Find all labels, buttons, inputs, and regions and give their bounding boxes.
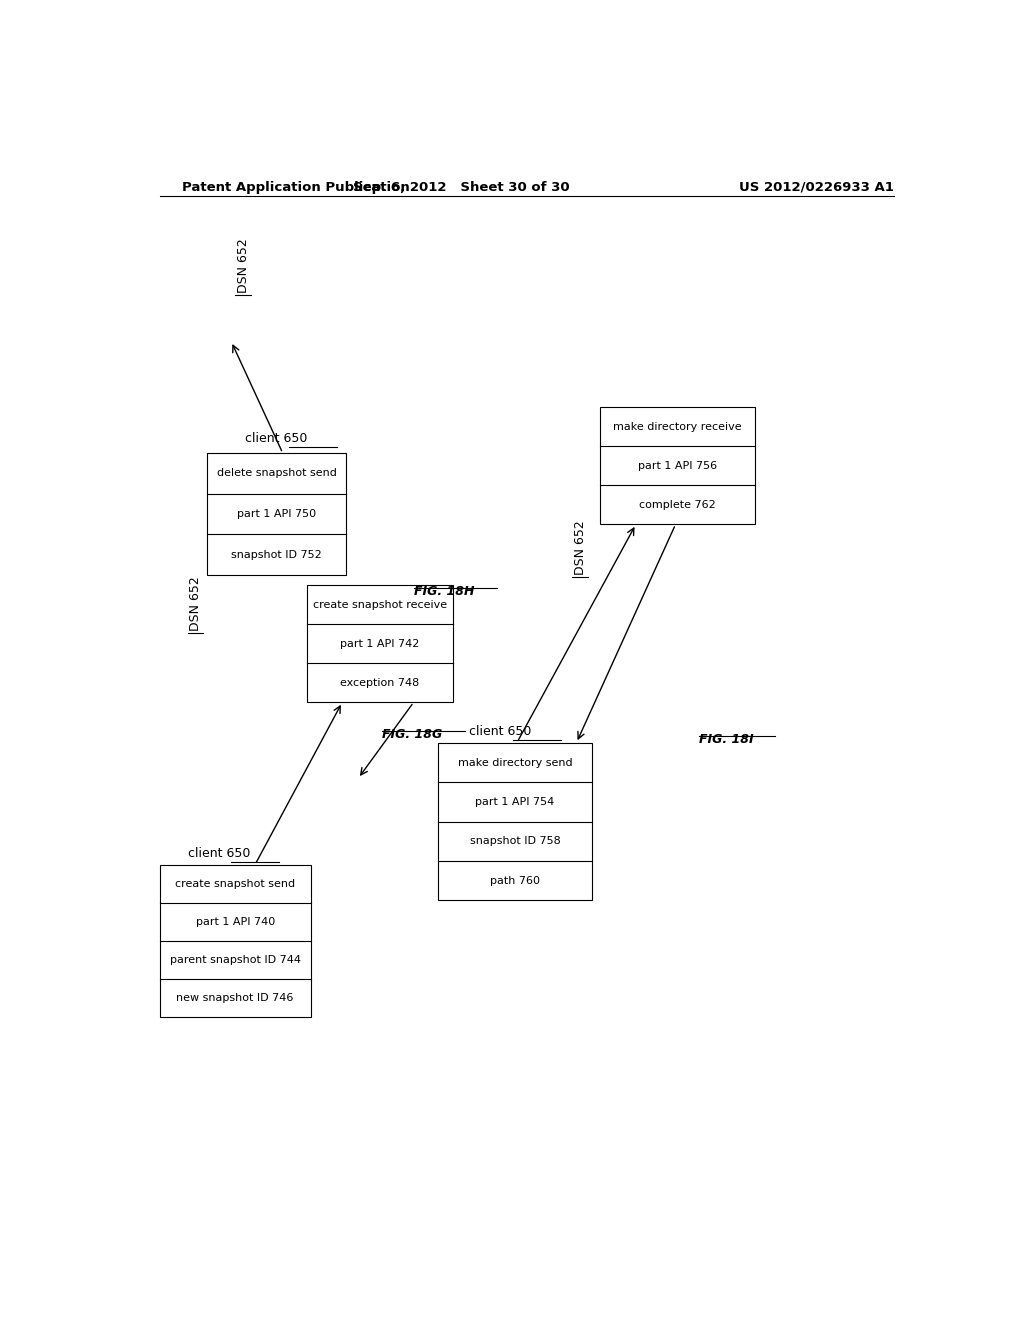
Text: delete snapshot send: delete snapshot send [217,469,337,478]
Text: snapshot ID 752: snapshot ID 752 [231,550,323,560]
Text: create snapshot receive: create snapshot receive [313,599,447,610]
Text: Sep. 6, 2012   Sheet 30 of 30: Sep. 6, 2012 Sheet 30 of 30 [353,181,569,194]
Text: new snapshot ID 746: new snapshot ID 746 [176,993,294,1003]
Bar [437,743,592,900]
Text: exception 748: exception 748 [340,677,420,688]
Text: parent snapshot ID 744: parent snapshot ID 744 [170,956,301,965]
Text: FIG. 18I: FIG. 18I [699,733,754,746]
Text: part 1 API 742: part 1 API 742 [340,639,420,648]
Text: FIG. 18G: FIG. 18G [382,727,442,741]
Text: DSN 652: DSN 652 [237,238,250,293]
Text: client 650: client 650 [246,432,308,445]
Text: snapshot ID 758: snapshot ID 758 [470,837,560,846]
Text: make directory send: make directory send [458,758,572,767]
Text: part 1 API 754: part 1 API 754 [475,797,555,807]
Text: part 1 API 756: part 1 API 756 [638,461,717,471]
Text: DSN 652: DSN 652 [573,520,587,576]
Text: create snapshot send: create snapshot send [175,879,295,888]
Text: Patent Application Publication: Patent Application Publication [182,181,410,194]
Text: part 1 API 750: part 1 API 750 [238,510,316,519]
Text: client 650: client 650 [469,725,531,738]
Bar [207,453,346,576]
Text: part 1 API 740: part 1 API 740 [196,917,274,927]
Bar [600,408,755,524]
Text: US 2012/0226933 A1: US 2012/0226933 A1 [739,181,894,194]
Text: DSN 652: DSN 652 [189,577,202,631]
Text: make directory receive: make directory receive [613,422,741,432]
Bar [160,865,310,1018]
Text: complete 762: complete 762 [639,500,716,510]
Bar [306,585,454,702]
Text: path 760: path 760 [489,875,540,886]
Text: client 650: client 650 [187,846,250,859]
Text: FIG. 18H: FIG. 18H [414,585,474,598]
